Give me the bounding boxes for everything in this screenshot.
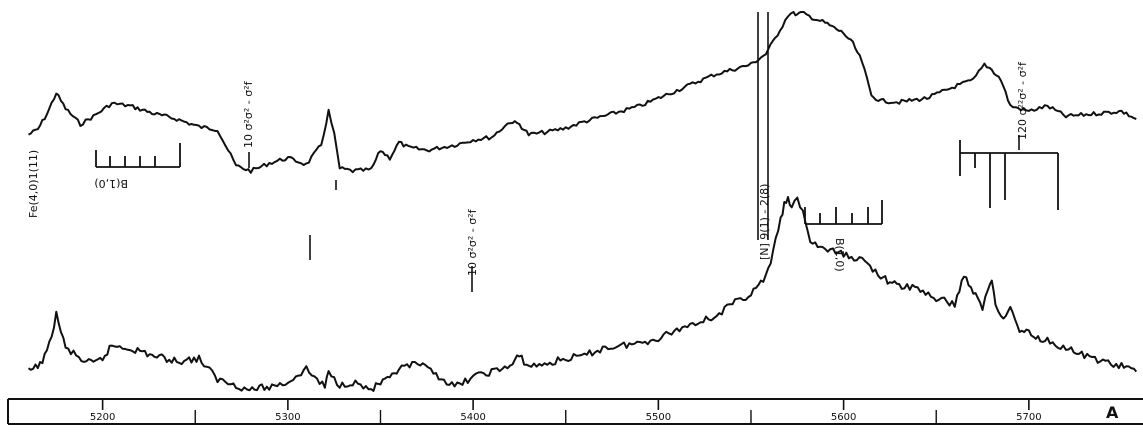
bracket-left	[95, 143, 181, 168]
bracket-right	[959, 140, 1059, 210]
upper-spectrum-line	[28, 11, 1137, 174]
x-axis-ticks	[101, 399, 1030, 424]
spectrum-traces	[27, 11, 1138, 392]
x-tick-label-5600: 5600	[831, 412, 856, 423]
center-annotation: [N] 9(1) - 2(8)	[758, 184, 771, 260]
bracket-left-label: B(1,0)	[94, 177, 128, 190]
bracket-mid	[804, 200, 883, 225]
top-left-peak-label: Fe(4,0)1(11)	[27, 150, 40, 218]
x-axis	[7, 398, 1143, 425]
bracket-mid-label: B(1,0)	[833, 238, 846, 272]
x-tick-label-5300: 5300	[275, 412, 300, 423]
top-annotation-1: 10 σ²σ² - σ²f	[242, 80, 255, 148]
top-annotation-2: 120 σ²²σ² - σ²f	[1016, 61, 1029, 140]
axis-unit-label: A	[1106, 403, 1119, 422]
lower-spectrum-line	[27, 196, 1138, 392]
x-tick-label-5400: 5400	[460, 412, 485, 423]
x-tick-label-5200: 5200	[90, 412, 115, 423]
x-tick-label-5700: 5700	[1016, 412, 1041, 423]
line-markers	[248, 12, 1020, 292]
x-axis-tick-labels: 5200 5300 5400 5500 5600 5700	[90, 412, 1042, 423]
x-tick-label-5500: 5500	[646, 412, 671, 423]
bottom-annotation-1: 10 σ²σ² - σ²f	[466, 208, 479, 276]
